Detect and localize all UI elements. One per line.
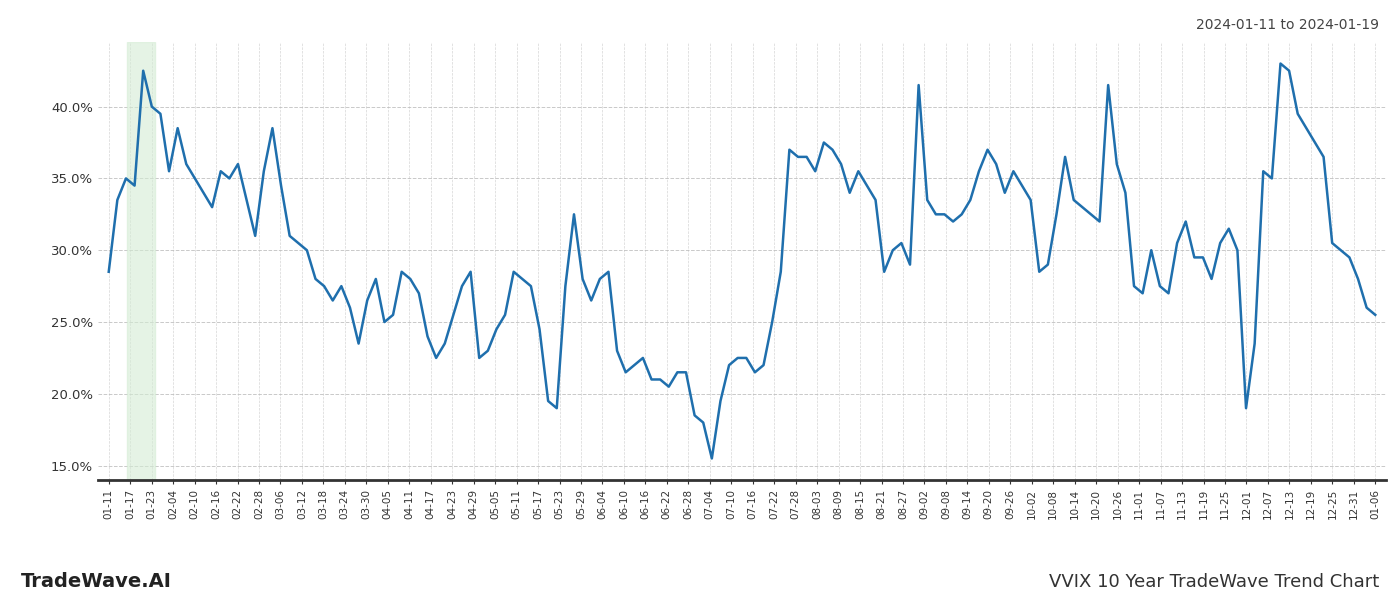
Text: TradeWave.AI: TradeWave.AI bbox=[21, 572, 172, 591]
Text: 2024-01-11 to 2024-01-19: 2024-01-11 to 2024-01-19 bbox=[1196, 18, 1379, 32]
Bar bbox=[127, 42, 155, 480]
Text: VVIX 10 Year TradeWave Trend Chart: VVIX 10 Year TradeWave Trend Chart bbox=[1049, 573, 1379, 591]
